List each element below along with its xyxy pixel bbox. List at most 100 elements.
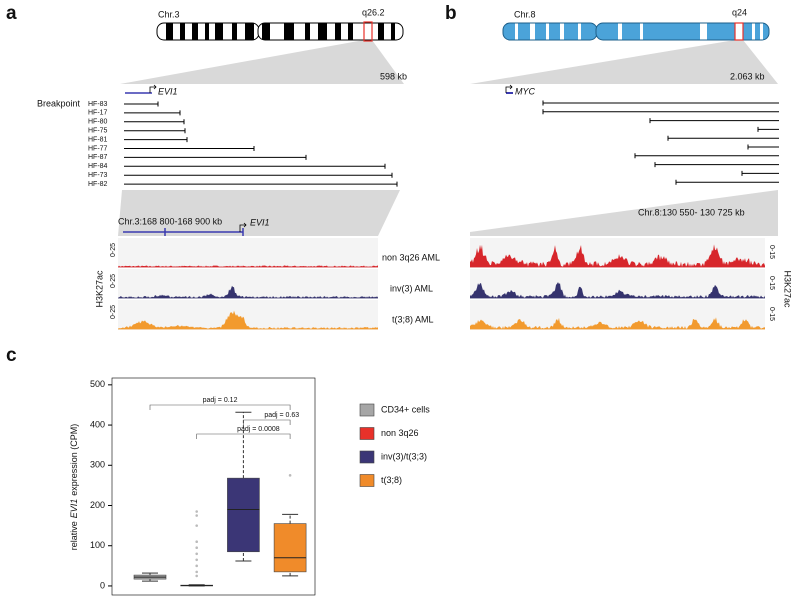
track-name: inv(3) AML [390,283,433,293]
track-name: t(3;8) AML [392,314,434,324]
box [273,523,307,573]
track-name: non 3q26 AML [382,252,440,262]
track-mark-label: H3K27ac [783,270,793,308]
chromosome-band [348,23,353,40]
panel-label: c [6,345,17,366]
chromosome-band [245,23,254,40]
y-axis-title-part: expression (CPM) [69,424,79,496]
band-label: q24 [732,7,747,17]
track-scale: 0-25 [110,243,117,257]
breakpoint-title: Breakpoint [37,98,81,108]
breakpoint-label: HF-77 [88,145,108,152]
box-plot: 0 100 200 300 400 500 relative EVI1 expression (… [69,377,430,596]
plot-frame [111,377,316,596]
chromosome-band [515,23,518,40]
chromosome-band [215,23,223,40]
outlier [288,474,292,477]
tracks: 0-25 0-15 non 3q26 AML 0-25 0-15 inv(3) AML 0-… [110,238,775,330]
outlier [195,524,198,527]
region-label: Chr.8:130 550- 130 725 kb [638,207,745,217]
y-tick-label: 300 [90,460,105,470]
legend-label: inv(3)/t(3;3) [381,451,427,461]
signal-track [118,265,378,267]
chromosome-arm [595,22,770,41]
band-label: q26.2 [362,7,385,17]
outlier [195,570,198,574]
y-tick-label: 500 [90,379,105,389]
ideograms [156,21,770,42]
track-bg [118,300,378,330]
chromosome-band [546,23,549,40]
signal-track [470,282,765,298]
track-scale: 0-25 [110,274,117,288]
significance-bracket [196,433,291,439]
chromosome-label: Chr.8 [514,9,536,19]
significance-label: padj = 0.63 [264,412,299,419]
track-scale: 0-25 [110,305,117,319]
chromosome-band [180,23,185,40]
region-label: Chr.3:168 800-168 900 kb [118,216,222,226]
panel-label: b [445,3,457,24]
gene-label: EVI1 [158,86,178,96]
y-tick-label: 100 [90,540,105,550]
track-bg [118,269,378,299]
band-highlight [734,22,744,41]
outlier [195,558,198,562]
outlier [195,574,198,578]
chromosome-band [530,23,535,40]
track-scale: 0-15 [768,245,775,259]
breakpoint-label: HF-81 [88,136,108,143]
outlier [195,546,198,550]
span-label: 598 kb [380,71,407,81]
chromosome-band [578,23,581,40]
chromosome-band [305,23,310,40]
zoom-wedge [118,190,400,236]
gene-label: EVI1 [250,217,270,227]
track-bg [118,238,378,268]
breakpoint-label: HF-75 [88,128,108,135]
y-tick-label: 400 [90,419,105,429]
legend-swatch [359,450,375,464]
zoom-wedge [470,190,778,236]
signal-track [118,285,378,298]
chromosome-band [284,23,294,40]
chromosome-band [760,23,763,40]
panel-label: a [6,3,17,24]
outlier [195,510,198,513]
tss-arrow [505,84,513,93]
signal-track [470,317,765,329]
outlier [195,552,198,556]
track-scale: 0-15 [768,276,775,290]
chromosome-band [560,23,564,40]
band-highlight [363,21,373,42]
chromosome-band [192,23,198,40]
outlier [195,540,198,544]
outlier [195,564,198,568]
chromosome-band [166,23,173,40]
box [227,477,260,553]
chromosome-band [391,23,395,40]
significance-bracket [149,404,291,410]
y-axis-title-part: EVI1 [69,499,79,519]
track-scale: 0-15 [768,307,775,321]
chromosome-band [640,23,643,40]
breakpoint-label: HF-80 [88,119,108,126]
chromosome-arm [257,22,404,41]
zoom-wedge [470,40,778,84]
chromosome-band [232,23,237,40]
chromosome-band [335,23,341,40]
outlier [195,514,198,517]
breakpoint-label: HF-83 [88,101,108,108]
y-tick-label: 200 [90,500,105,510]
legend-swatch [359,474,375,487]
signal-track [118,310,378,329]
chromosome-band [205,23,209,40]
chromosome-band [752,23,755,40]
chromosome-band [262,23,270,40]
track-mark-label: H3K27ac [94,270,104,308]
tss-arrow [239,222,247,232]
significance-bracket [243,419,291,425]
gene-label: MYC [515,86,536,96]
